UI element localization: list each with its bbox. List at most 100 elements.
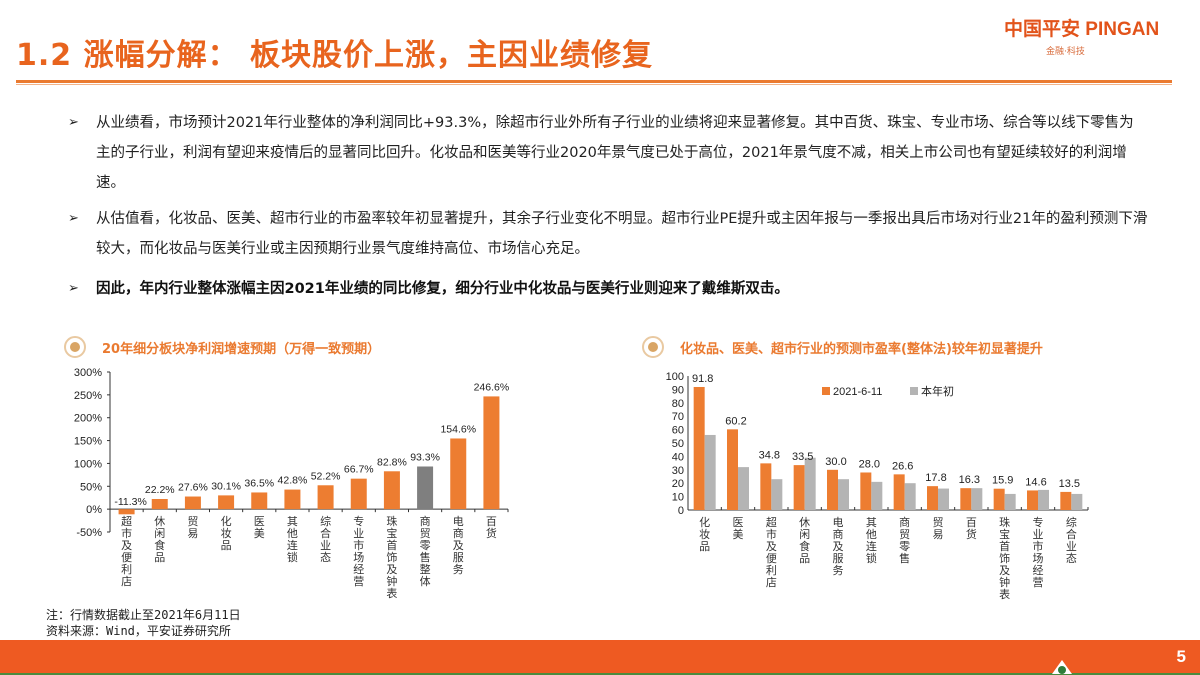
svg-text:业: 业 <box>1066 540 1077 553</box>
data-cutoff-note: 注：行情数据截止至2021年6月11日 <box>46 608 241 622</box>
svg-text:专: 专 <box>1033 515 1044 529</box>
bar-year-start <box>838 479 849 510</box>
bar <box>450 438 467 510</box>
svg-text:首: 首 <box>999 539 1010 553</box>
bullet-text: 从估值看，化妆品、医美、超市行业的市盈率较年初显著提升，其余子行业变化不明显。超… <box>96 211 1148 257</box>
y-tick-label: 50% <box>80 481 102 493</box>
y-tick-label: 60 <box>672 425 684 437</box>
x-category-label: 化妆品 <box>221 514 232 552</box>
svg-text:便: 便 <box>121 551 132 564</box>
svg-text:态: 态 <box>320 551 331 564</box>
svg-text:经: 经 <box>353 563 364 576</box>
svg-text:医: 医 <box>254 516 265 528</box>
bar <box>350 478 367 510</box>
bullet-item-conclusion: ➢ 因此，年内行业整体涨幅主因2021年业绩的同比修复，细分行业中化妆品与医美行… <box>68 274 1148 304</box>
svg-text:电: 电 <box>453 515 464 528</box>
svg-text:闲: 闲 <box>799 527 810 541</box>
svg-text:美: 美 <box>733 528 744 541</box>
bar-value-label: 15.9 <box>992 475 1013 487</box>
svg-text:食: 食 <box>799 539 810 553</box>
svg-text:综: 综 <box>1066 515 1077 529</box>
bar-value-label: 52.2% <box>311 470 341 482</box>
bar-value-label: 26.6 <box>892 460 913 472</box>
bar <box>251 492 268 510</box>
bar-current <box>860 472 872 510</box>
bullet-text: 因此，年内行业整体涨幅主因2021年业绩的同比修复，细分行业中化妆品与医美行业则… <box>96 281 789 297</box>
svg-text:饰: 饰 <box>999 551 1010 565</box>
bar-value-label: 42.8% <box>278 475 308 487</box>
svg-text:业: 业 <box>1033 528 1044 541</box>
svg-text:贸: 贸 <box>933 516 944 529</box>
bar-value-label: 60.2 <box>725 415 746 427</box>
svg-text:务: 务 <box>453 563 464 576</box>
bar <box>383 471 400 510</box>
legend-label: 2021-6-11 <box>833 386 882 398</box>
bar-value-label: 22.2% <box>145 484 175 496</box>
x-category-label: 贸易 <box>187 515 198 540</box>
chart-legend: 2021-6-11 本年初 <box>822 384 954 398</box>
svg-text:合: 合 <box>1066 527 1077 541</box>
net-profit-growth-chart: 300%250%200%150%100%50%0%-50%-11.3%超市及便利… <box>74 367 509 600</box>
bar-value-label: 28.0 <box>859 458 880 470</box>
svg-text:服: 服 <box>453 551 464 564</box>
svg-text:休: 休 <box>799 516 810 529</box>
svg-text:百: 百 <box>966 517 977 529</box>
svg-text:钟: 钟 <box>999 575 1010 589</box>
bar-value-label: 33.5 <box>792 451 813 463</box>
y-tick-label: 70 <box>672 411 684 423</box>
bar-year-start <box>1038 489 1049 510</box>
chart-title: 化妆品、医美、超市行业的预测市盈率(整体法)较年初显著提升 <box>680 341 1043 357</box>
bar-year-start <box>871 481 883 510</box>
svg-text:美: 美 <box>254 527 265 540</box>
svg-text:及: 及 <box>386 564 397 576</box>
svg-text:易: 易 <box>933 528 944 541</box>
svg-text:贸: 贸 <box>420 527 431 540</box>
svg-text:品: 品 <box>699 540 710 553</box>
y-tick-label: 10 <box>672 492 684 504</box>
bar-year-start <box>938 488 949 510</box>
svg-text:售: 售 <box>899 551 910 565</box>
arrow-right-icon: ➢ <box>68 281 79 296</box>
svg-text:品: 品 <box>799 552 810 565</box>
bar-year-start <box>1004 493 1016 510</box>
svg-text:超: 超 <box>121 514 132 528</box>
x-category-label: 百货 <box>966 517 977 541</box>
chart-title: 20年细分板块净利润增速预期（万得一致预期） <box>102 341 381 357</box>
y-tick-label: 90 <box>672 384 684 396</box>
svg-text:专: 专 <box>353 514 364 528</box>
svg-text:贸: 贸 <box>187 515 198 528</box>
bar-current <box>727 429 738 510</box>
bar <box>417 466 434 510</box>
arrow-right-icon: ➢ <box>68 115 79 130</box>
chart-notes: 注：行情数据截止至2021年6月11日 资料来源：Wind，平安证券研究所 <box>46 607 241 639</box>
bar-current <box>793 465 805 510</box>
x-category-label: 贸易 <box>933 516 944 541</box>
y-tick-label: 40 <box>672 451 684 463</box>
svg-text:综: 综 <box>320 514 331 528</box>
svg-text:妆: 妆 <box>699 528 710 541</box>
svg-text:珠: 珠 <box>386 514 397 528</box>
y-tick-label: 100 <box>666 371 684 383</box>
svg-text:业: 业 <box>353 527 364 540</box>
svg-text:售: 售 <box>420 550 431 564</box>
y-tick-label: 80 <box>672 398 684 410</box>
svg-text:及: 及 <box>121 540 132 552</box>
bar-value-label: 13.5 <box>1059 478 1080 490</box>
bar <box>151 498 168 510</box>
svg-text:饰: 饰 <box>386 550 397 564</box>
svg-text:电: 电 <box>833 516 844 529</box>
svg-text:务: 务 <box>833 564 844 577</box>
pingan-logo: 中国平安 PINGAN 金融·科技 <box>1004 14 1159 57</box>
svg-text:品: 品 <box>154 551 165 564</box>
bullet-item: ➢ 从业绩看，市场预计2021年行业整体的净利润同比+93.3%，除超市行业外所… <box>68 108 1148 198</box>
svg-text:化: 化 <box>221 514 232 528</box>
dot-mark-icon <box>1058 666 1066 674</box>
svg-text:及: 及 <box>766 541 777 553</box>
